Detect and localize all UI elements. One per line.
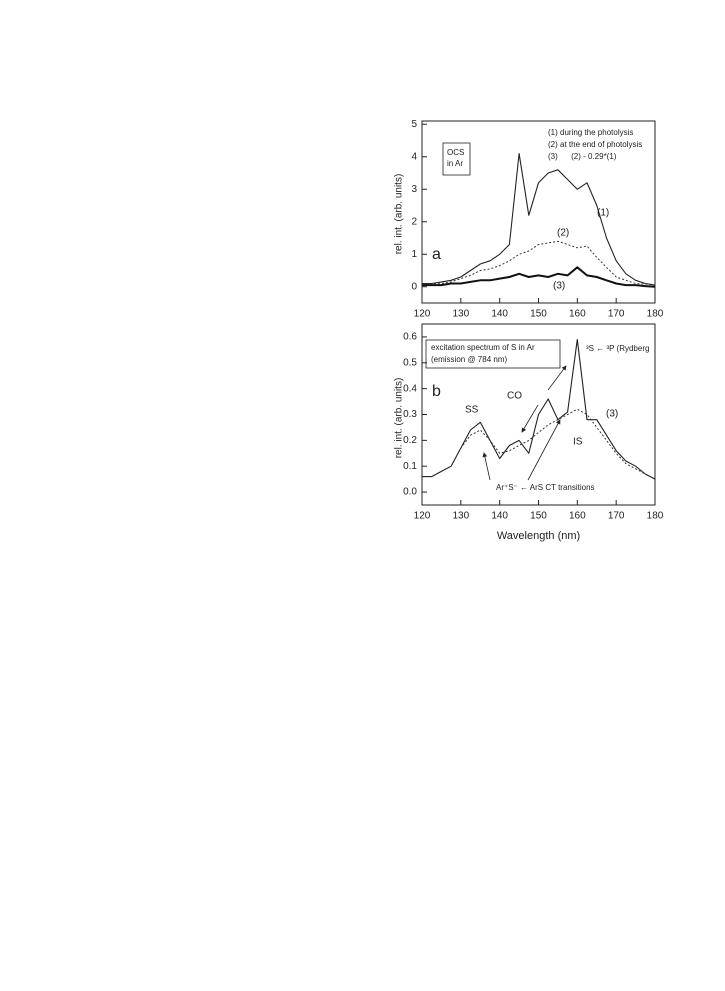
x-tick-label: 130	[452, 309, 469, 320]
x-tick-label: 150	[530, 309, 547, 320]
x-tick-label: 180	[647, 511, 664, 522]
curve-label: IS	[573, 437, 583, 448]
y-tick-label: 0.0	[403, 487, 417, 498]
x-tick-label: 150	[530, 511, 547, 522]
annotation: (emission @ 784 nm)	[431, 355, 507, 364]
x-tick-label: 180	[647, 309, 664, 320]
annotation-box	[425, 339, 561, 369]
y-tick-label: 0	[411, 281, 417, 292]
y-tick-label: 0.2	[403, 435, 417, 446]
y-axis-label: rel. int. (arb. units)	[394, 174, 405, 255]
x-tick-label: 160	[569, 511, 586, 522]
y-tick-label: 0.4	[403, 383, 417, 394]
y-tick-label: 0.1	[403, 461, 417, 472]
curve-label: (3)	[606, 409, 618, 420]
annotation: OCS	[447, 148, 464, 157]
annotation: in Ar	[447, 159, 463, 168]
annotation: Ar⁺S⁻ ← ArS CT transitions	[496, 483, 595, 492]
arrow	[547, 365, 567, 391]
data-line	[422, 266, 656, 288]
annotation: (2) at the end of photolysis	[548, 140, 642, 149]
panel-label: a	[432, 246, 441, 263]
y-tick-label: 0.3	[403, 409, 417, 420]
x-tick-label: 130	[452, 511, 469, 522]
x-tick-label: 170	[608, 511, 625, 522]
curve-label: (3)	[553, 281, 565, 292]
y-tick-label: 5	[411, 119, 417, 130]
curve-label: (1)	[597, 208, 609, 219]
annotation: (1) during the photolysis	[548, 128, 633, 137]
y-tick-label: 1	[411, 249, 417, 260]
arrow	[527, 419, 561, 481]
data-line	[422, 408, 656, 480]
annotation: CO	[507, 391, 522, 402]
annotation-box	[442, 142, 471, 176]
arrow	[521, 404, 539, 433]
data-line	[422, 152, 656, 286]
x-tick-label: 140	[491, 511, 508, 522]
y-axis-label: rel. int. (arb. units)	[394, 378, 405, 459]
annotation: SS	[465, 405, 479, 416]
data-line	[421, 240, 656, 286]
y-tick-label: 4	[411, 151, 417, 162]
annotation: (3) (2) - 0.29*(1)	[548, 152, 617, 161]
x-tick-label: 160	[569, 309, 586, 320]
annotation: excitation spectrum of S in Ar	[431, 343, 535, 352]
y-tick-label: 2	[411, 216, 417, 227]
curve-label: (2)	[557, 228, 569, 239]
x-tick-label: 120	[414, 309, 431, 320]
panel-label: b	[432, 383, 441, 400]
arrow	[482, 452, 491, 481]
y-tick-label: 3	[411, 184, 417, 195]
y-tick-label: 0.6	[403, 332, 417, 343]
x-tick-label: 170	[608, 309, 625, 320]
x-axis-label: Wavelength (nm)	[497, 530, 580, 542]
x-tick-label: 140	[491, 309, 508, 320]
annotation: ³S ← ³P (Rydberg	[586, 344, 649, 353]
x-tick-label: 120	[414, 511, 431, 522]
y-tick-label: 0.5	[403, 357, 417, 368]
